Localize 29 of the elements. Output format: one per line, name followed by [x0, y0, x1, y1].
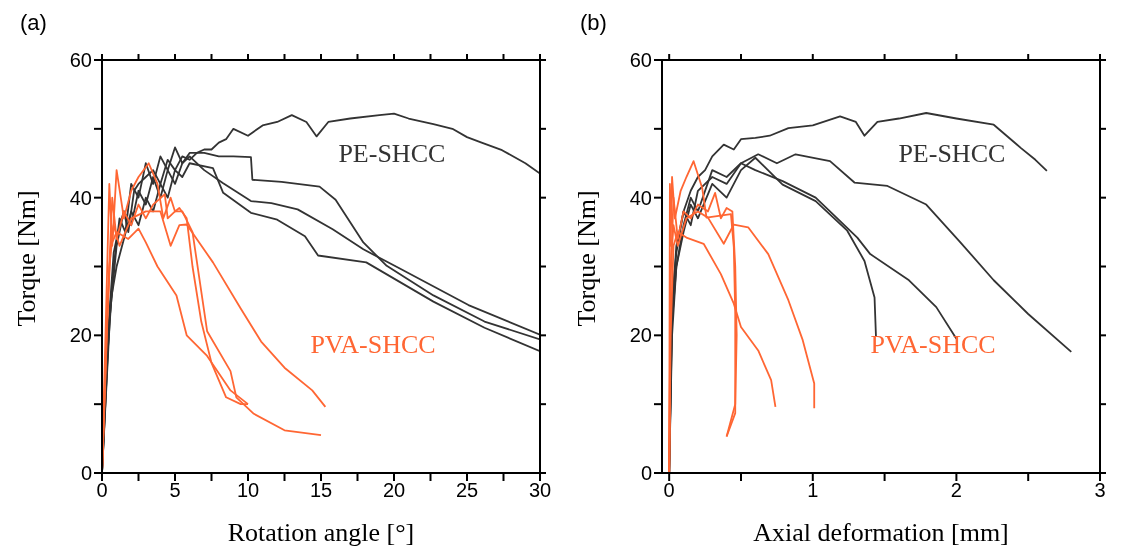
x-tick-label: 30: [528, 479, 552, 502]
annotation: PE-SHCC: [898, 138, 1006, 169]
y-tick-label: 20: [69, 324, 92, 347]
y-tick-label: 60: [69, 49, 92, 72]
x-tick-label: 5: [169, 479, 181, 502]
annotation: PE-SHCC: [338, 138, 446, 169]
x-tick-label: 15: [309, 479, 333, 502]
x-tick-label: 20: [382, 479, 406, 502]
y-tick-label: 20: [629, 324, 652, 347]
y-tick-label: 40: [69, 186, 92, 209]
y-tick-label: 0: [640, 462, 652, 485]
annotation: PVA-SHCC: [310, 329, 436, 360]
y-tick-label: 60: [629, 49, 652, 72]
x-tick-label: 3: [1094, 479, 1106, 502]
chart-title: (b): [580, 10, 607, 36]
x-tick-label: 10: [236, 479, 260, 502]
y-axis-title: Torque [Nm]: [572, 190, 602, 327]
x-tick-label: 0: [96, 479, 108, 502]
x-tick-label: 0: [663, 479, 675, 502]
chart-title: (a): [20, 10, 47, 36]
y-tick-label: 0: [80, 462, 92, 485]
x-axis-title: Rotation angle [°]: [227, 518, 415, 547]
y-tick-label: 40: [629, 186, 652, 209]
annotation: PVA-SHCC: [870, 329, 996, 360]
x-axis-title: Axial deformation [mm]: [753, 518, 1009, 547]
x-tick-label: 25: [455, 479, 479, 502]
x-tick-label: 1: [807, 479, 819, 502]
y-axis-title: Torque [Nm]: [12, 190, 42, 327]
x-tick-label: 2: [950, 479, 962, 502]
